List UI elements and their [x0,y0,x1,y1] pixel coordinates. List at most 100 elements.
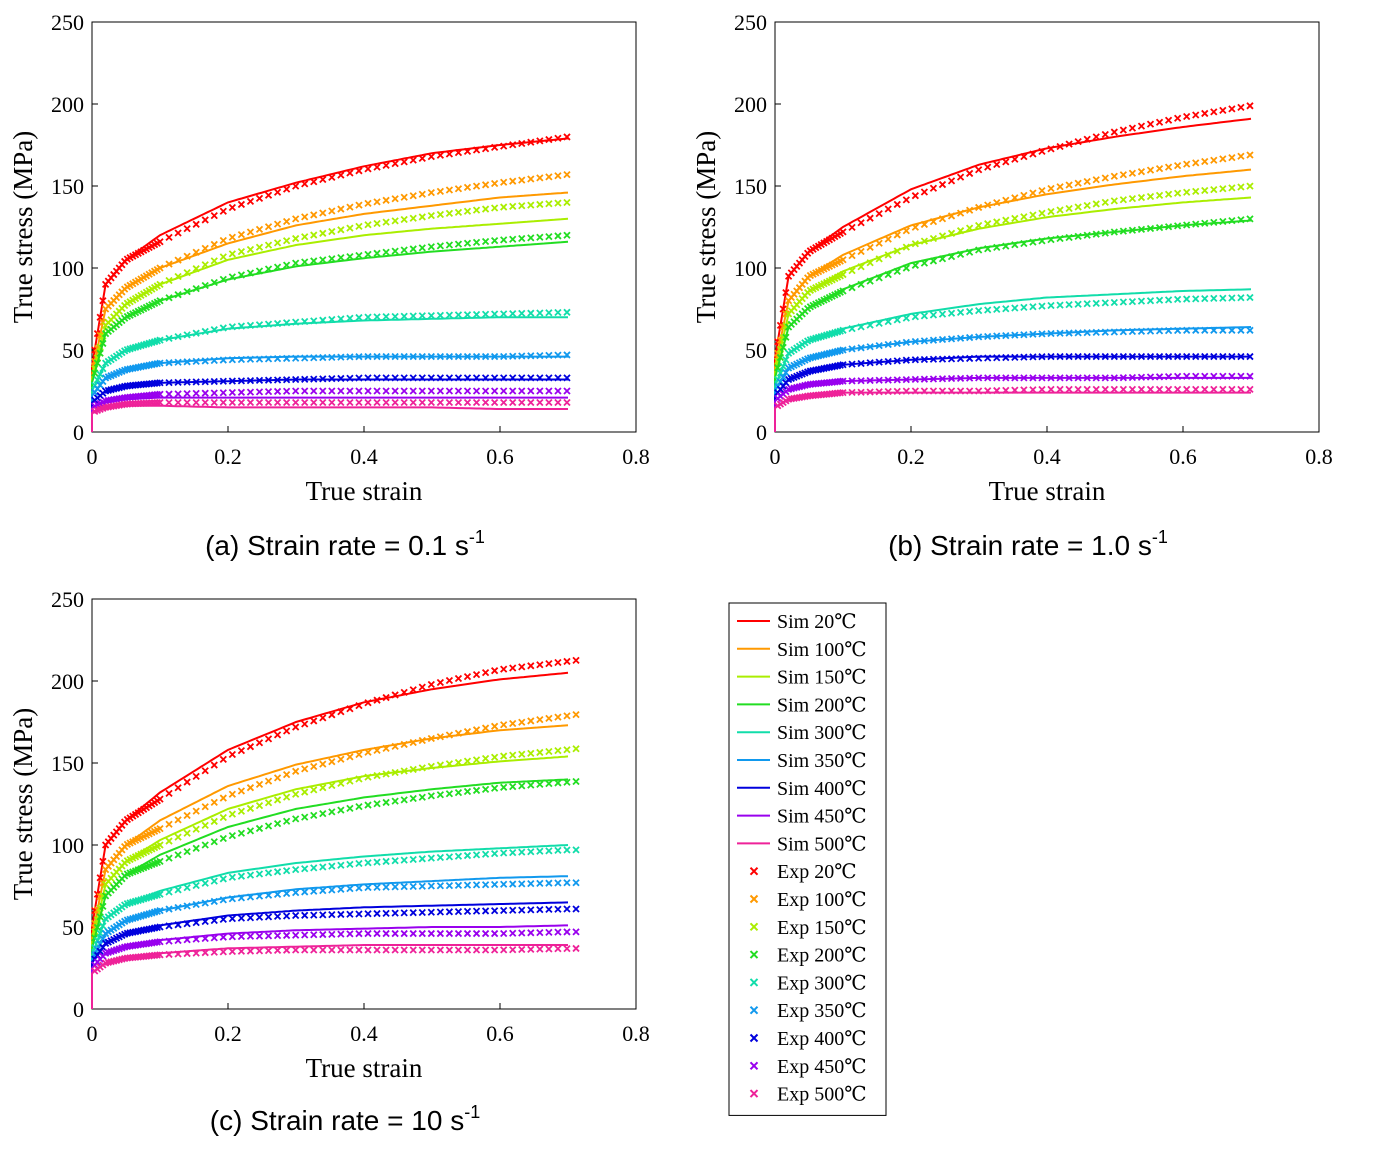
exp-marker [228,356,236,364]
exp-marker [509,141,517,149]
exp-marker [454,208,463,216]
exp-marker [418,764,426,772]
legend-label: Exp 100℃ [777,889,867,911]
exp-marker [183,288,191,296]
exp-marker [427,374,435,382]
exp-marker [382,770,390,778]
exp-marker [382,693,390,702]
exp-marker [490,753,499,761]
exp-marker [782,356,790,364]
exp-marker [1228,105,1236,113]
exp-marker [527,201,535,209]
exp-marker [210,356,218,365]
exp-marker [554,308,562,317]
exp-marker [956,250,965,259]
exp-marker [984,163,992,171]
exp-marker [920,375,929,383]
exp-marker [165,854,173,862]
exp-marker [201,389,209,397]
exp-marker [255,870,264,878]
exp-marker [518,352,526,360]
exp-marker [337,205,345,213]
exp-marker [956,209,965,217]
exp-marker [993,332,1001,340]
exp-marker [1246,372,1254,380]
exp-marker [866,259,874,267]
exp-marker [509,352,517,360]
y-tick-label: 200 [51,92,84,117]
exp-marker [1074,352,1082,361]
exp-marker [956,387,965,395]
x-tick-label: 0.2 [214,1021,242,1046]
exp-marker [292,387,300,395]
exp-marker [875,342,883,350]
exp-marker [201,281,209,290]
exp-marker [364,699,372,707]
panel-caption: (c) Strain rate = 10 s-1 [210,1102,480,1136]
exp-marker [563,133,571,141]
exp-marker [328,353,336,361]
exp-marker [1210,352,1218,361]
exp-marker [445,374,454,382]
exp-marker [228,377,236,385]
exp-marker [427,680,435,689]
exp-marker [884,251,892,259]
exp-marker [1020,191,1028,200]
exp-marker [938,255,947,263]
exp-marker [355,201,363,209]
exp-marker [382,218,390,226]
legend-entry: Sim 450℃ [737,806,867,828]
y-tick-label: 150 [51,174,84,199]
exp-marker [947,355,956,363]
exp-marker [364,929,372,938]
y-tick-label: 250 [51,587,84,612]
exp-marker [156,398,164,407]
exp-marker [554,905,562,913]
legend-entry: Sim 400℃ [737,778,867,800]
exp-marker [965,224,974,232]
exp-marker [409,882,417,891]
exp-marker [1056,385,1064,393]
exp-marker [445,853,454,861]
exp-marker [310,317,318,325]
legend-entry: Sim 150℃ [737,667,867,689]
exp-marker [1074,300,1082,308]
exp-marker [1011,331,1019,339]
exp-marker [1002,331,1010,340]
sim-line [91,137,569,367]
exp-marker [210,934,218,942]
exp-marker [337,930,345,938]
exp-marker [975,333,983,341]
exp-marker [337,254,345,262]
exp-marker [337,398,345,407]
exp-marker [1201,385,1209,393]
exp-marker [500,880,508,888]
exp-marker [1164,163,1173,171]
exp-marker [174,256,182,264]
exp-marker [563,398,571,407]
exp-marker [255,194,264,202]
y-tick-label: 0 [73,420,84,445]
exp-marker [463,311,472,319]
exp-marker [1047,235,1055,244]
exp-marker [509,751,517,759]
exp-marker [1110,228,1118,236]
legend-marker-swatch [749,1033,759,1043]
exp-marker [156,938,164,946]
exp-marker [965,333,974,342]
exp-marker [210,761,218,769]
exp-marker [1164,327,1173,335]
exp-marker [237,230,246,239]
exp-marker [165,260,173,268]
exp-marker [857,263,865,271]
exp-marker [911,223,919,231]
exp-marker [418,946,426,954]
exp-marker [246,827,255,835]
exp-marker [1065,233,1073,242]
exp-marker [782,333,790,341]
exp-marker [545,200,553,208]
exp-marker [984,354,992,362]
series-300℃ [774,288,1254,432]
exp-marker [237,829,246,837]
exp-marker [929,217,938,226]
